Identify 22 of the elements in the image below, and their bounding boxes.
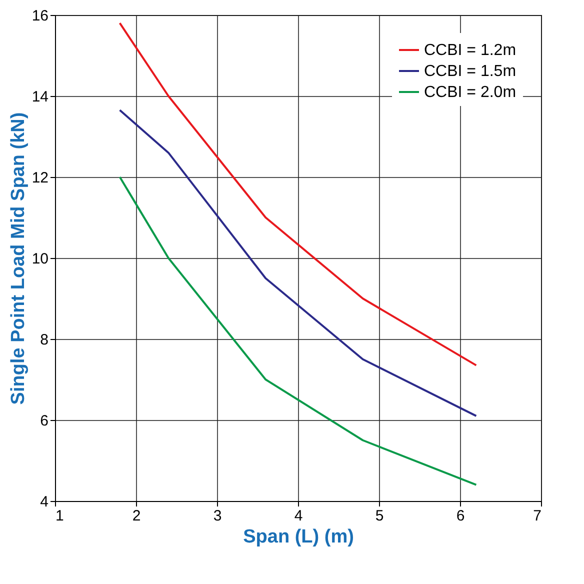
legend-label: CCBI = 2.0m	[424, 84, 516, 101]
y-tick-label: 10	[32, 250, 48, 268]
legend-label: CCBI = 1.2m	[424, 42, 516, 59]
y-tick-label: 6	[40, 412, 48, 430]
x-axis-title: Span (L) (m)	[243, 526, 354, 548]
line-series	[118, 109, 478, 417]
legend-label: CCBI = 1.5m	[424, 63, 516, 80]
y-axis-title: Single Point Load Mid Span (kN)	[8, 112, 29, 405]
x-tick-label: 6	[456, 508, 465, 524]
x-tick-label: 4	[294, 508, 303, 524]
line-series	[118, 22, 478, 366]
x-tick-label: 5	[375, 508, 384, 524]
y-tick-label: 16	[32, 8, 48, 24]
y-tick-label: 4	[40, 494, 48, 510]
x-tick-label: 3	[213, 508, 222, 524]
y-tick-label: 14	[32, 88, 48, 106]
line-series	[118, 176, 478, 486]
y-tick-label: 8	[40, 332, 48, 348]
y-tick-label: 12	[32, 170, 48, 186]
x-tick-label: 2	[132, 508, 141, 524]
x-tick-label: 7	[533, 508, 542, 524]
x-tick-label: 1	[56, 508, 64, 524]
